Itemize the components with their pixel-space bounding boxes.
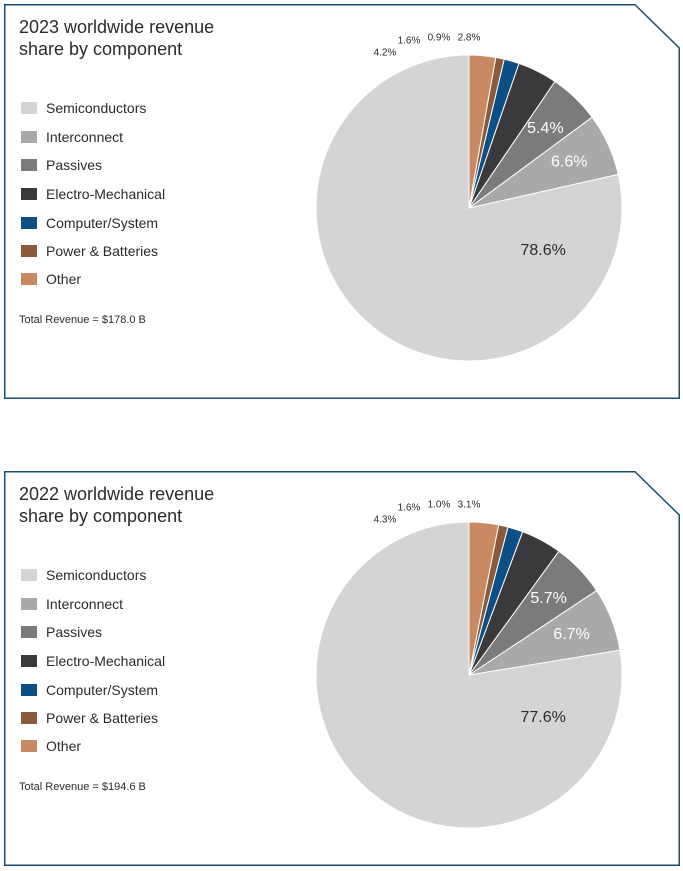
total-revenue: Total Revenue = $194.6 B <box>19 781 146 793</box>
legend-label: Semiconductors <box>46 100 147 116</box>
legend-swatch <box>21 159 37 171</box>
pie-label-power-batteries: 0.9% <box>428 33 451 44</box>
legend-item-passives: Passives <box>21 618 165 646</box>
chart-legend: Semiconductors Interconnect Passives Ele… <box>21 94 165 293</box>
chart-title: 2023 worldwide revenue share by componen… <box>19 16 214 60</box>
chart-title-line-2: share by component <box>19 39 183 59</box>
pie-label-computer-system: 1.6% <box>398 503 421 514</box>
legend-label: Other <box>46 738 82 754</box>
pie-chart: 78.6% 6.6% 5.4% 4.2%1.6% 0.9% 2.8% <box>315 33 623 362</box>
legend-item-electro-mechanical: Electro-Mechanical <box>21 179 165 209</box>
legend-swatch <box>21 102 37 114</box>
legend-item-semiconductors: Semiconductors <box>21 561 165 589</box>
legend-swatch <box>21 245 37 257</box>
pie-chart: 77.6% 6.7% 5.7% 4.3%1.6% 1.0% 3.1% <box>315 500 623 829</box>
legend-item-interconnect: Interconnect <box>21 122 165 151</box>
chart-title-line-2: share by component <box>19 506 183 526</box>
chart-title-line-1: 2023 worldwide revenue <box>19 17 215 37</box>
legend-label: Power & Batteries <box>46 710 159 726</box>
legend-swatch <box>21 626 37 638</box>
legend-label: Interconnect <box>46 595 124 612</box>
legend-swatch <box>21 217 37 229</box>
pie-slice-other <box>468 54 497 209</box>
pie-label-power-batteries: 1.0% <box>428 500 451 511</box>
legend-label: Computer/System <box>46 215 159 231</box>
panel-frame <box>4 4 680 399</box>
legend-swatch <box>21 684 37 696</box>
legend-item-computer-system: Computer/System <box>21 209 165 237</box>
legend-item-electro-mechanical: Electro-Mechanical <box>21 646 165 676</box>
legend-item-power-batteries: Power & Batteries <box>21 704 165 732</box>
legend-label: Interconnect <box>46 128 124 145</box>
legend-swatch <box>21 273 37 285</box>
pie-label-semiconductors: 77.6% <box>521 709 566 726</box>
legend-swatch <box>21 188 37 200</box>
legend-label: Power & Batteries <box>46 243 159 259</box>
legend-item-interconnect: Interconnect <box>21 589 165 618</box>
chart-title: 2022 worldwide revenue share by componen… <box>19 483 214 527</box>
pie-label-computer-system: 1.6% <box>398 36 421 47</box>
legend-swatch <box>21 597 37 610</box>
pie-label-interconnect: 6.7% <box>553 626 589 643</box>
pie-label-interconnect: 6.6% <box>551 153 587 170</box>
legend-label: Electro-Mechanical <box>46 653 166 669</box>
pie-label-electro-mechanical: 4.2% <box>374 48 397 59</box>
legend-label: Electro-Mechanical <box>46 186 166 202</box>
legend-swatch <box>21 712 37 724</box>
chart-title-line-1: 2022 worldwide revenue <box>19 484 215 504</box>
legend-item-other: Other <box>21 732 165 760</box>
chart-panel-2023: 2023 worldwide revenue share by componen… <box>4 4 680 399</box>
legend-swatch <box>21 130 37 143</box>
legend-item-power-batteries: Power & Batteries <box>21 237 165 265</box>
pie-label-other: 3.1% <box>458 500 481 511</box>
pie-label-other: 2.8% <box>458 33 481 44</box>
legend-item-computer-system: Computer/System <box>21 676 165 704</box>
chart-legend: Semiconductors Interconnect Passives Ele… <box>21 561 165 760</box>
legend-label: Semiconductors <box>46 567 147 583</box>
legend-swatch <box>21 655 37 667</box>
legend-label: Passives <box>46 624 103 640</box>
total-revenue: Total Revenue = $178.0 B <box>19 314 146 326</box>
legend-swatch <box>21 740 37 752</box>
legend-item-semiconductors: Semiconductors <box>21 94 165 122</box>
pie-label-semiconductors: 78.6% <box>521 242 566 259</box>
legend-label: Passives <box>46 157 103 173</box>
pie-label-passives: 5.4% <box>527 120 563 137</box>
panel-frame <box>4 471 680 866</box>
pie-slice-other <box>468 521 500 676</box>
pie-label-passives: 5.7% <box>530 590 566 607</box>
legend-item-other: Other <box>21 265 165 293</box>
pie-label-electro-mechanical: 4.3% <box>374 515 397 526</box>
legend-swatch <box>21 569 37 581</box>
legend-label: Computer/System <box>46 682 159 698</box>
legend-item-passives: Passives <box>21 151 165 179</box>
legend-label: Other <box>46 271 82 287</box>
chart-panel-2022: 2022 worldwide revenue share by componen… <box>4 471 680 866</box>
